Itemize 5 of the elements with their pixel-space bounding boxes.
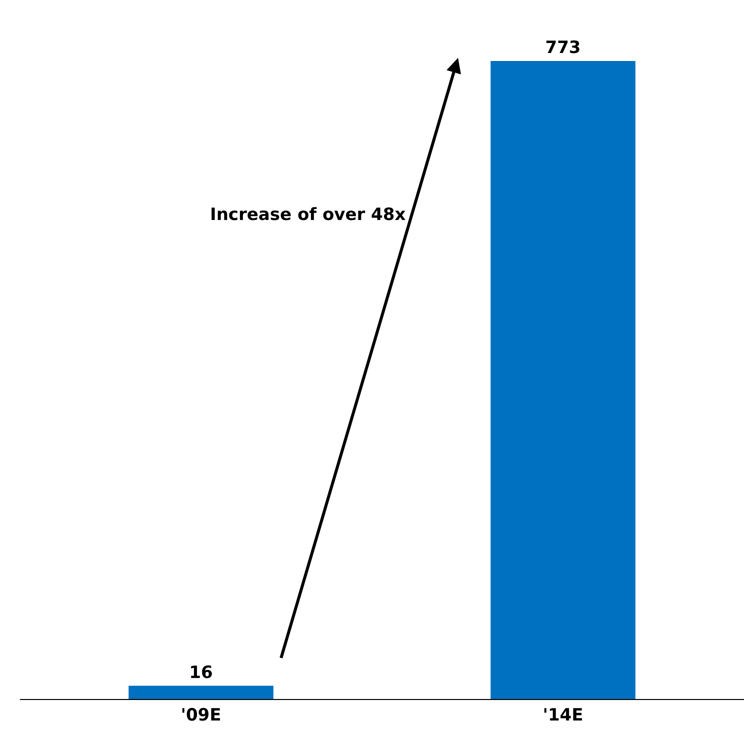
annotation: Increase of over 48x — [210, 205, 406, 225]
x-tick-label: '14E — [542, 705, 584, 726]
data-label: 16 — [189, 662, 213, 683]
x-tick-label: '09E — [180, 705, 222, 726]
data-label: 773 — [545, 38, 581, 58]
